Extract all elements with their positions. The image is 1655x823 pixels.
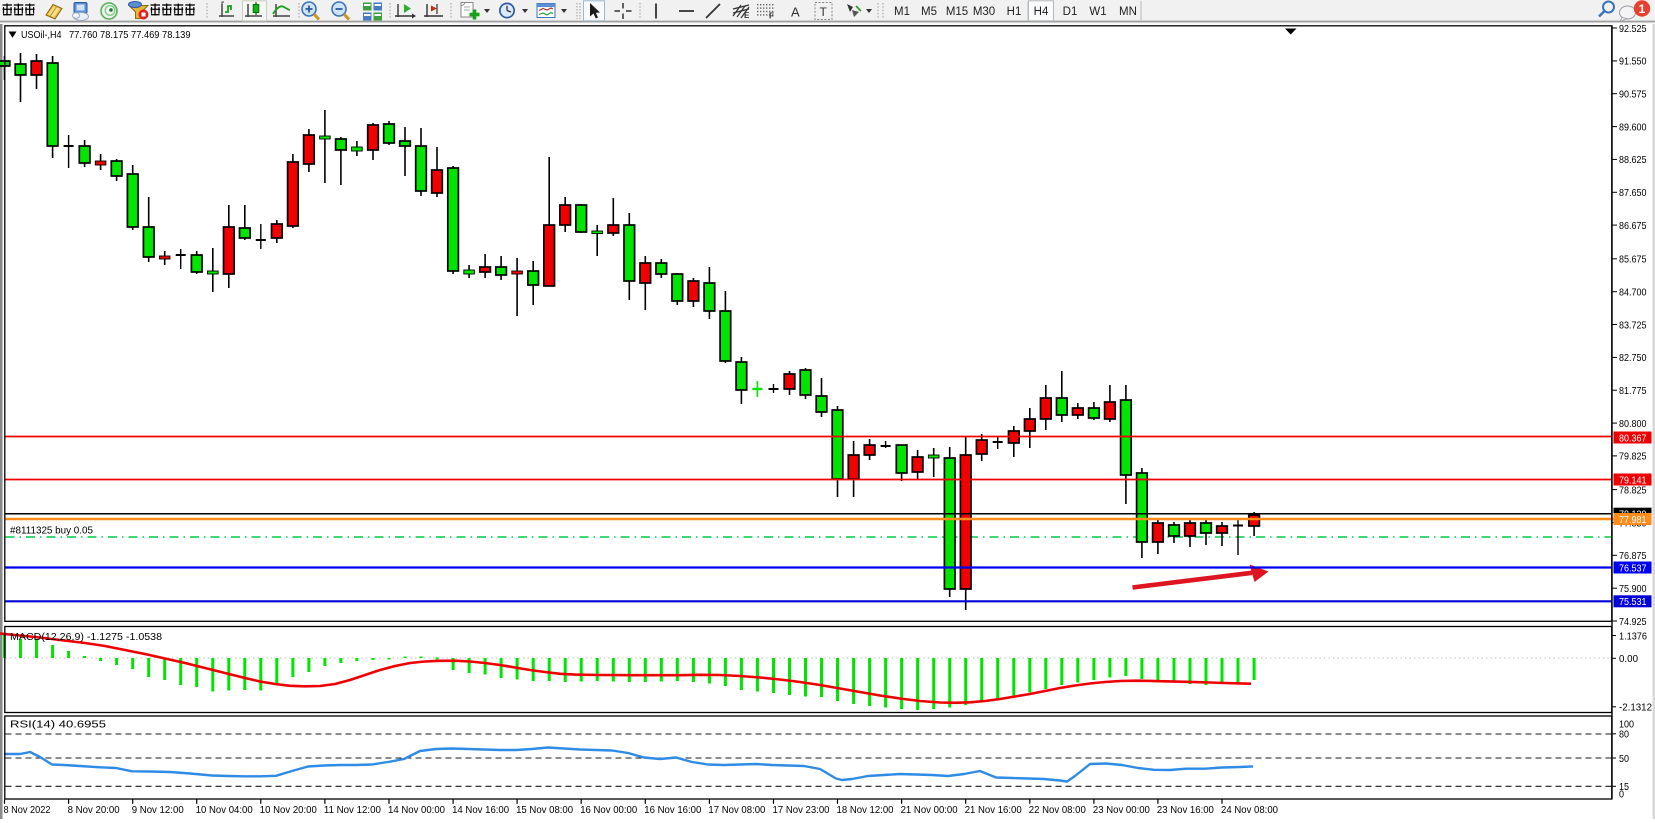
svg-text:H1: H1 — [1007, 6, 1022, 18]
svg-text:11 Nov 12:00: 11 Nov 12:00 — [324, 804, 381, 816]
svg-text:W1: W1 — [1089, 6, 1106, 18]
svg-text:15 Nov 08:00: 15 Nov 08:00 — [516, 804, 573, 816]
svg-text:82.750: 82.750 — [1619, 352, 1647, 364]
svg-text:-2.1312: -2.1312 — [1619, 702, 1652, 714]
svg-text:8 Nov 2022: 8 Nov 2022 — [4, 804, 51, 816]
svg-text:14 Nov 16:00: 14 Nov 16:00 — [452, 804, 509, 816]
svg-text:10 Nov 04:00: 10 Nov 04:00 — [196, 804, 253, 816]
svg-text:E: E — [744, 11, 750, 20]
svg-text:78.825: 78.825 — [1619, 484, 1647, 496]
svg-text:RSI(14) 40.6955: RSI(14) 40.6955 — [10, 719, 106, 731]
svg-text:80.800: 80.800 — [1619, 418, 1647, 430]
svg-text:17 Nov 23:00: 17 Nov 23:00 — [773, 804, 830, 816]
svg-text:79.141: 79.141 — [1619, 474, 1647, 486]
svg-text:86.675: 86.675 — [1619, 220, 1647, 232]
svg-text:75.531: 75.531 — [1619, 596, 1647, 608]
svg-text:89.600: 89.600 — [1619, 121, 1647, 133]
svg-text:1.1376: 1.1376 — [1619, 630, 1647, 642]
svg-text:23 Nov 00:00: 23 Nov 00:00 — [1093, 804, 1150, 816]
svg-text:14 Nov 00:00: 14 Nov 00:00 — [388, 804, 445, 816]
svg-text:84.700: 84.700 — [1619, 287, 1647, 299]
svg-text:M30: M30 — [973, 6, 995, 18]
svg-text:22 Nov 08:00: 22 Nov 08:00 — [1029, 804, 1086, 816]
svg-text:8 Nov 20:00: 8 Nov 20:00 — [68, 804, 120, 816]
svg-text:#8111325 buy 0.05: #8111325 buy 0.05 — [10, 525, 93, 537]
svg-text:50: 50 — [1619, 753, 1629, 765]
svg-text:85.675: 85.675 — [1619, 254, 1647, 266]
svg-text:90.575: 90.575 — [1619, 89, 1647, 101]
svg-text:21 Nov 00:00: 21 Nov 00:00 — [901, 804, 958, 816]
svg-text:10 Nov 20:00: 10 Nov 20:00 — [260, 804, 317, 816]
svg-text:9 Nov 12:00: 9 Nov 12:00 — [132, 804, 184, 816]
svg-text:92.525: 92.525 — [1619, 23, 1647, 35]
svg-text:100: 100 — [1619, 719, 1634, 731]
svg-text:D1: D1 — [1063, 6, 1078, 18]
svg-text:24 Nov 08:00: 24 Nov 08:00 — [1221, 804, 1278, 816]
svg-text:T: T — [820, 5, 828, 19]
svg-text:74.925: 74.925 — [1619, 616, 1647, 628]
svg-text:M1: M1 — [894, 6, 910, 18]
svg-text:18 Nov 12:00: 18 Nov 12:00 — [837, 804, 894, 816]
svg-text:77.981: 77.981 — [1619, 514, 1647, 526]
svg-text:87.650: 87.650 — [1619, 187, 1647, 199]
svg-text:16 Nov 00:00: 16 Nov 00:00 — [580, 804, 637, 816]
svg-text:H4: H4 — [1034, 6, 1049, 18]
svg-text:76.537: 76.537 — [1619, 562, 1647, 574]
svg-text:88.625: 88.625 — [1619, 154, 1647, 166]
svg-text:83.725: 83.725 — [1619, 319, 1647, 331]
svg-text:F: F — [769, 12, 774, 21]
svg-text:MACD(12,26,9) -1.1275 -1.0538: MACD(12,26,9) -1.1275 -1.0538 — [10, 631, 162, 643]
svg-text:80.367: 80.367 — [1619, 432, 1647, 444]
svg-text:A: A — [791, 5, 800, 20]
svg-text:USOil-,H4: USOil-,H4 — [21, 29, 62, 41]
svg-text:75.900: 75.900 — [1619, 583, 1647, 595]
svg-text:77.760 78.175 77.469 78.139: 77.760 78.175 77.469 78.139 — [69, 29, 191, 41]
svg-text:0: 0 — [1619, 788, 1624, 800]
svg-text:76.875: 76.875 — [1619, 550, 1647, 562]
svg-text:15: 15 — [1619, 781, 1629, 793]
svg-text:23 Nov 16:00: 23 Nov 16:00 — [1157, 804, 1214, 816]
svg-text:79.825: 79.825 — [1619, 451, 1647, 463]
svg-text:80: 80 — [1619, 729, 1629, 741]
svg-text:1: 1 — [1639, 2, 1646, 16]
svg-text:81.775: 81.775 — [1619, 385, 1647, 397]
svg-text:17 Nov 08:00: 17 Nov 08:00 — [708, 804, 765, 816]
svg-text:MN: MN — [1119, 6, 1137, 18]
svg-text:0.00: 0.00 — [1619, 653, 1638, 665]
svg-text:21 Nov 16:00: 21 Nov 16:00 — [965, 804, 1022, 816]
svg-text:16 Nov 16:00: 16 Nov 16:00 — [644, 804, 701, 816]
svg-text:91.550: 91.550 — [1619, 56, 1647, 68]
svg-text:M15: M15 — [946, 6, 968, 18]
svg-text:M5: M5 — [921, 6, 937, 18]
